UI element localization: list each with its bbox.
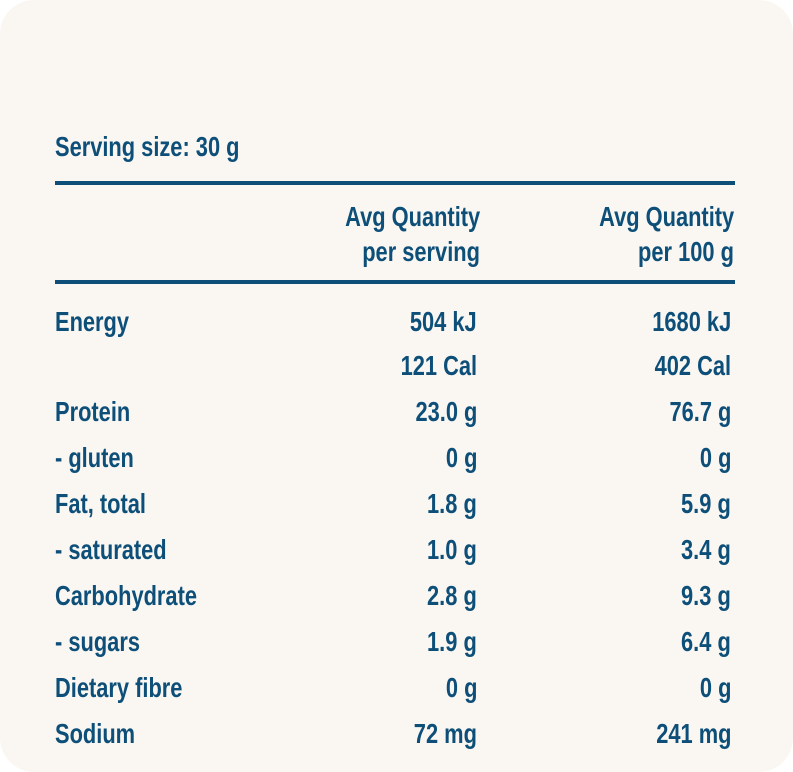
row-per-100g: 5.9 g [681,488,731,519]
row-per-100g: 3.4 g [681,534,731,565]
header-per-100g-line1: Avg Quantity [598,201,734,232]
row-per-serving: 2.8 g [427,580,477,611]
row-label: Carbohydrate [55,580,197,611]
row-per-100g: 402 Cal [654,350,731,381]
row-label: - gluten [55,442,134,473]
row-per-serving: 1.0 g [427,534,477,565]
header-per-serving-line1: Avg Quantity [344,201,480,232]
row-label: - saturated [55,534,167,565]
row-label: - sugars [55,626,140,657]
row-per-serving: 121 Cal [400,350,477,381]
row-label: Energy [55,306,130,337]
row-per-100g: 9.3 g [681,580,731,611]
row-per-serving: 1.8 g [427,488,477,519]
top-rule [55,181,735,185]
header-per-100g-line2: per 100 g [638,236,734,267]
row-per-100g: 1680 kJ [652,306,731,337]
row-per-100g: 6.4 g [681,626,731,657]
row-label: Dietary fibre [55,672,183,703]
serving-size: Serving size: 30 g [55,131,240,162]
row-label: Fat, total [55,488,147,519]
row-label: Sodium [55,718,136,749]
row-per-serving: 0 g [445,442,477,473]
row-per-100g: 0 g [699,442,731,473]
row-per-serving: 72 mg [413,718,477,749]
row-per-serving: 23.0 g [415,396,477,427]
row-per-serving: 1.9 g [427,626,477,657]
header-per-serving-line2: per serving [362,236,480,267]
row-per-100g: 241 mg [655,718,731,749]
row-per-100g: 0 g [699,672,731,703]
row-per-100g: 76.7 g [669,396,731,427]
row-per-serving: 504 kJ [410,306,477,337]
header-rule [55,280,735,284]
row-per-serving: 0 g [445,672,477,703]
row-label: Protein [55,396,131,427]
